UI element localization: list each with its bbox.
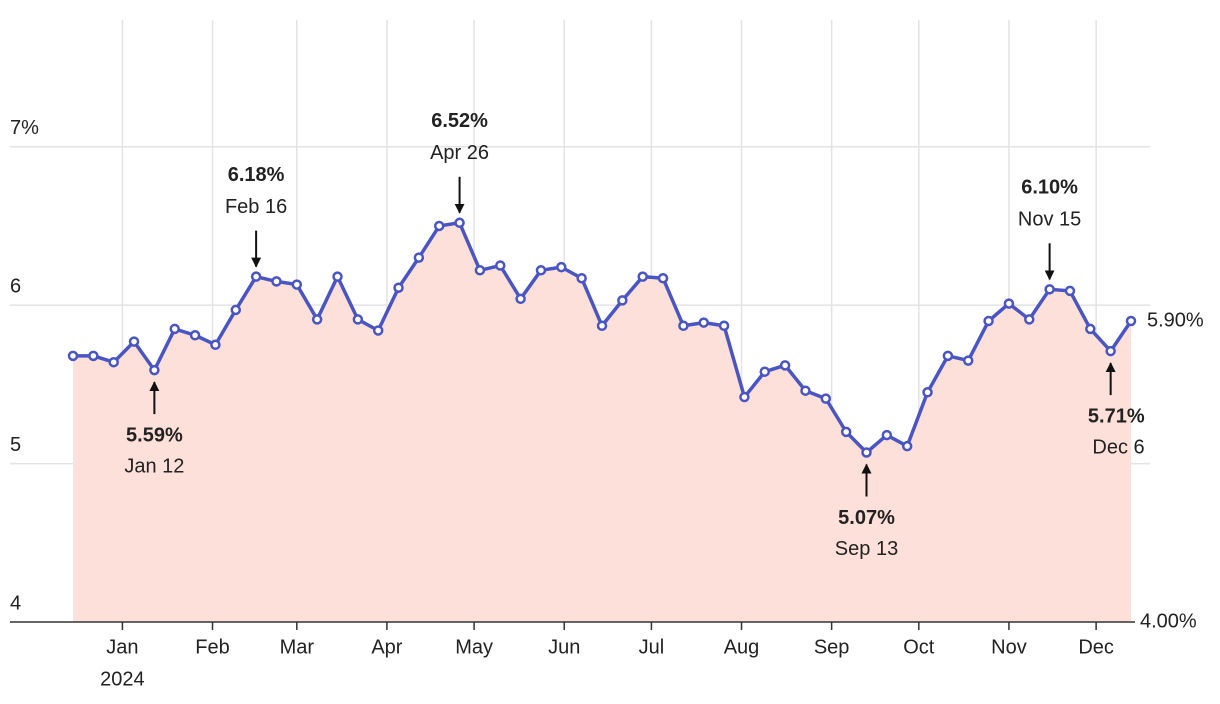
point xyxy=(67,350,79,362)
annotation-date: Dec 6 xyxy=(1092,436,1144,458)
point xyxy=(454,217,465,229)
x-tick-label: May xyxy=(455,636,493,658)
x-tick-label: Aug xyxy=(724,636,760,658)
point xyxy=(779,360,791,371)
point xyxy=(210,339,221,351)
point xyxy=(291,279,303,290)
x-tick-label: Jul xyxy=(639,636,665,658)
point xyxy=(962,355,974,366)
area xyxy=(73,222,1131,623)
annotation-value: 5.71% xyxy=(1088,405,1145,427)
point xyxy=(678,320,689,332)
point xyxy=(576,272,587,284)
point xyxy=(88,350,99,362)
point xyxy=(596,320,608,332)
point xyxy=(189,330,201,341)
point xyxy=(1105,345,1116,357)
point xyxy=(108,356,119,368)
annotation-date: Nov 15 xyxy=(1018,209,1081,231)
point xyxy=(535,265,547,276)
x-tick-label: Oct xyxy=(903,636,935,658)
y-tick-label: 5 xyxy=(10,434,21,456)
x-tick-label: Nov xyxy=(991,636,1027,658)
annotation-value: 6.10% xyxy=(1021,177,1078,199)
point xyxy=(495,260,506,271)
point xyxy=(657,272,669,284)
point xyxy=(433,220,445,232)
point xyxy=(1044,284,1055,295)
annotation-value: 6.52% xyxy=(431,110,488,132)
point xyxy=(393,282,404,293)
baseline-label: 4.00% xyxy=(1140,610,1197,632)
point xyxy=(739,391,750,403)
point xyxy=(230,304,242,316)
annotation-date: Sep 13 xyxy=(835,538,898,560)
point xyxy=(881,429,893,441)
year-label: 2024 xyxy=(100,668,145,690)
point xyxy=(637,271,648,282)
point xyxy=(128,336,140,347)
point xyxy=(759,366,771,377)
point xyxy=(169,323,180,335)
annotation-date: Jan 12 xyxy=(124,455,184,477)
annotation-date: Apr 26 xyxy=(430,142,489,164)
point xyxy=(149,364,160,376)
point xyxy=(1085,323,1096,335)
point xyxy=(698,317,709,328)
annotation-date: Feb 16 xyxy=(225,196,287,218)
point xyxy=(1125,315,1137,327)
point xyxy=(271,276,282,287)
point xyxy=(617,295,628,306)
annotation-value: 6.18% xyxy=(228,164,285,186)
x-tick-label: Mar xyxy=(280,636,315,658)
y-tick-label: 6 xyxy=(10,275,21,297)
point xyxy=(474,265,486,276)
point xyxy=(311,314,323,325)
point xyxy=(515,293,526,305)
point xyxy=(861,447,872,458)
point xyxy=(413,252,425,263)
point xyxy=(1024,314,1035,325)
point xyxy=(983,315,994,327)
point xyxy=(942,350,954,362)
point xyxy=(840,426,852,438)
y-tick-label: 7% xyxy=(10,117,39,139)
point xyxy=(332,271,343,282)
point xyxy=(250,271,262,282)
point xyxy=(372,325,384,336)
x-tick-label: Feb xyxy=(195,636,229,658)
end-label: 5.90% xyxy=(1147,309,1204,331)
annotation-value: 5.07% xyxy=(838,507,895,529)
point xyxy=(718,320,730,332)
x-tick-label: Sep xyxy=(814,636,850,658)
annotation-value: 5.59% xyxy=(126,424,183,446)
x-tick-label: Dec xyxy=(1078,636,1114,658)
point xyxy=(820,393,832,404)
x-tick-label: Apr xyxy=(371,636,402,658)
point xyxy=(901,440,913,452)
x-tick-label: Jun xyxy=(548,636,580,658)
point xyxy=(1064,285,1076,297)
point xyxy=(556,261,567,273)
point xyxy=(1003,298,1015,309)
point xyxy=(922,387,933,398)
y-tick-label: 4 xyxy=(10,592,21,614)
point xyxy=(800,385,811,396)
x-tick-label: Jan xyxy=(106,636,138,658)
point xyxy=(352,314,364,325)
